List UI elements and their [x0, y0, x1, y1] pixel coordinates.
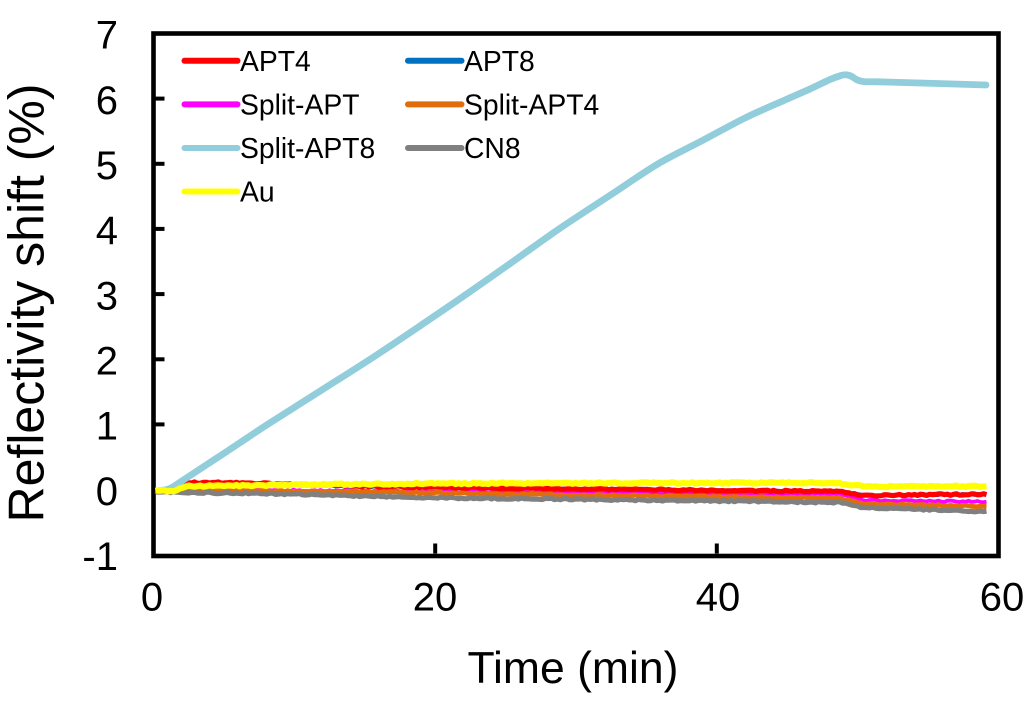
- svg-text:Au: Au: [240, 176, 275, 208]
- svg-text:0: 0: [96, 470, 118, 514]
- svg-text:20: 20: [413, 576, 458, 620]
- svg-text:60: 60: [980, 576, 1024, 620]
- svg-text:APT4: APT4: [240, 45, 311, 77]
- svg-text:3: 3: [96, 274, 118, 318]
- svg-text:5: 5: [96, 144, 118, 188]
- svg-text:40: 40: [696, 576, 741, 620]
- svg-text:Split-APT: Split-APT: [240, 89, 360, 121]
- svg-text:6: 6: [96, 79, 118, 123]
- svg-text:Time (min): Time (min): [468, 644, 679, 693]
- svg-text:CN8: CN8: [464, 132, 521, 164]
- svg-text:APT8: APT8: [464, 45, 535, 77]
- svg-text:Reflectivity shift (%): Reflectivity shift (%): [0, 84, 55, 523]
- svg-text:4: 4: [96, 209, 118, 253]
- svg-text:Split-APT4: Split-APT4: [464, 89, 599, 121]
- svg-text:0: 0: [141, 576, 163, 620]
- svg-text:7: 7: [96, 14, 118, 58]
- svg-text:-1: -1: [82, 535, 118, 579]
- svg-text:1: 1: [96, 405, 118, 449]
- svg-text:Split-APT8: Split-APT8: [240, 132, 375, 164]
- svg-text:2: 2: [96, 340, 118, 384]
